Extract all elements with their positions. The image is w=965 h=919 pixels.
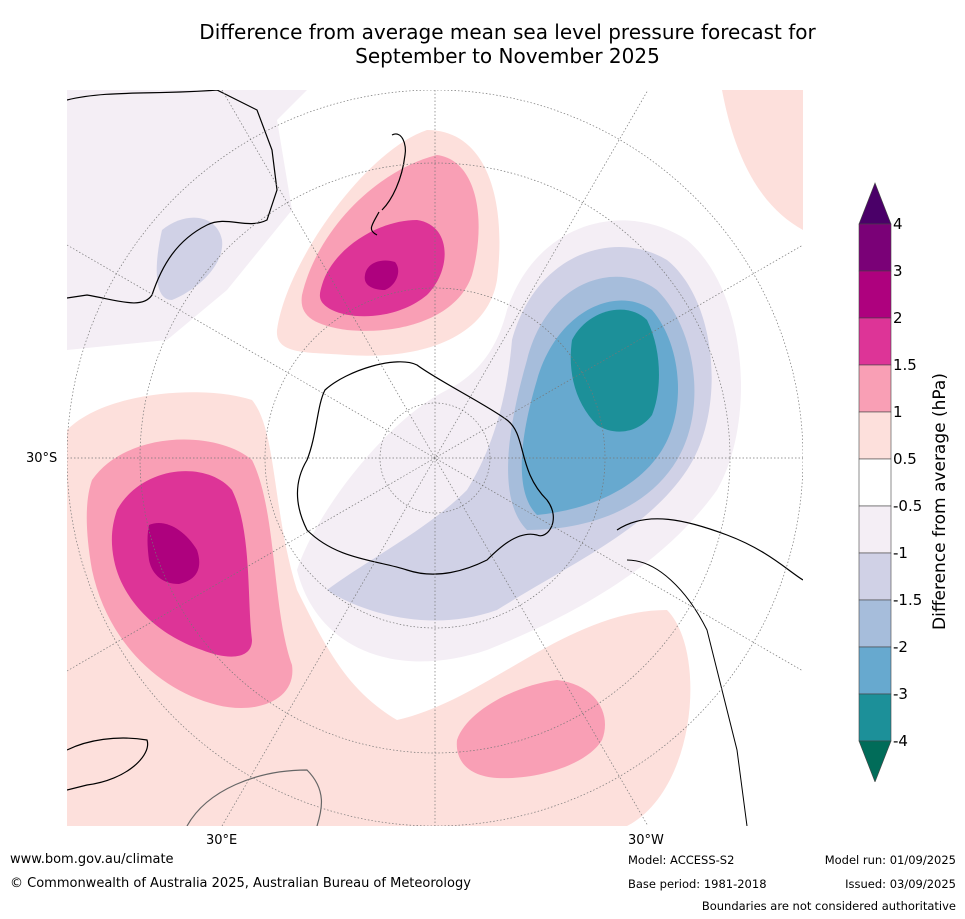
- coastlines: [67, 90, 803, 826]
- footer-issued: Issued: 03/09/2025: [845, 877, 956, 891]
- colorbar-tick: 4: [893, 215, 903, 233]
- colorbar-over-triangle: [858, 182, 892, 225]
- colorbar-segment-n05_1: [858, 505, 892, 554]
- colorbar-tick: 2: [893, 309, 903, 327]
- lon-label-30e: 30°E: [206, 833, 238, 848]
- anomaly-p1-south: [456, 680, 605, 779]
- colorbar-tick: 3: [893, 262, 903, 280]
- colorbar-tick: -4: [893, 732, 908, 750]
- lon-label-30w: 30°W: [628, 833, 664, 848]
- colorbar-segment-b05_1: [858, 411, 892, 460]
- anomaly-n1-australia: [156, 217, 223, 300]
- anomaly-p2-west: [147, 522, 200, 584]
- colorbar-segment-n3_4: [858, 693, 892, 742]
- footer-url[interactable]: www.bom.gov.au/climate: [10, 852, 174, 867]
- colorbar-segment-n1_15: [858, 552, 892, 601]
- footer-disclaimer: Boundaries are not considered authoritat…: [701, 899, 956, 913]
- graticule: [67, 90, 803, 826]
- colorbar: [858, 182, 892, 782]
- colorbar-segment-neutral: [858, 458, 892, 507]
- colorbar-under-triangle: [858, 740, 892, 782]
- footer-copyright: © Commonwealth of Australia 2025, Austra…: [10, 876, 471, 891]
- colorbar-tick: -2: [893, 638, 908, 656]
- footer-model: Model: ACCESS-S2: [628, 853, 735, 867]
- footer-base-period: Base period: 1981-2018: [628, 877, 767, 891]
- map-title: Difference from average mean sea level p…: [0, 20, 965, 68]
- footer-model-run: Model run: 01/09/2025: [824, 853, 956, 867]
- colorbar-segment-b1_15: [858, 364, 892, 413]
- colorbar-tick: 0.5: [893, 450, 917, 468]
- colorbar-segment-n15_2: [858, 599, 892, 648]
- colorbar-tick: -0.5: [893, 497, 923, 515]
- colorbar-tick: -1.5: [893, 591, 923, 609]
- polar-map: [67, 90, 803, 826]
- anomaly-n3-pacific: [570, 309, 659, 432]
- colorbar-segment-b3_4: [858, 223, 892, 272]
- colorbar-tick: 1: [893, 403, 903, 421]
- anomaly-p05-ne: [722, 90, 803, 230]
- title-line-1: Difference from average mean sea level p…: [199, 20, 816, 44]
- colorbar-tick: -3: [893, 685, 908, 703]
- colorbar-tick: -1: [893, 544, 908, 562]
- colorbar-label: Difference from average (hPa): [930, 373, 950, 630]
- colorbar-segment-n2_3: [858, 646, 892, 695]
- colorbar-segment-b2_3: [858, 270, 892, 319]
- anomaly-p2-nz: [364, 260, 399, 290]
- colorbar-tick: 1.5: [893, 356, 917, 374]
- lat-label-30s: 30°S: [26, 451, 58, 466]
- title-line-2: September to November 2025: [355, 44, 660, 68]
- colorbar-segment-b15_2: [858, 317, 892, 366]
